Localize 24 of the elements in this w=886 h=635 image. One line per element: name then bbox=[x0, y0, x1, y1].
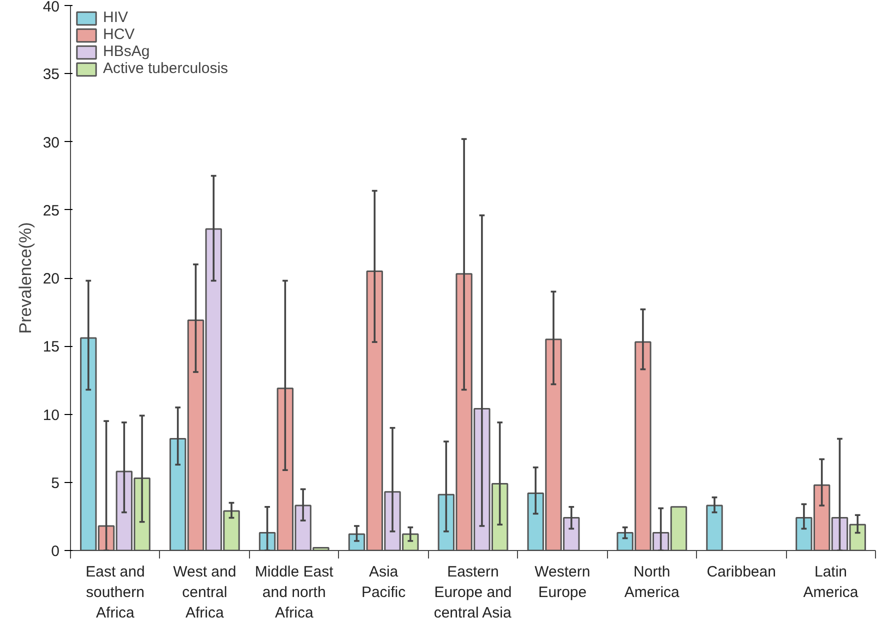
x-tick-label: North America bbox=[624, 564, 680, 601]
legend-label: HCV bbox=[103, 26, 135, 43]
legend-label: Active tuberculosis bbox=[103, 60, 228, 77]
y-axis-title: Prevalence(%) bbox=[16, 222, 35, 334]
y-tick-label: 40 bbox=[42, 0, 60, 16]
x-tick-label: Latin America bbox=[803, 564, 859, 601]
x-tick-label: Eastern Europe and central Asia bbox=[434, 564, 512, 622]
y-tick-label: 10 bbox=[42, 406, 60, 424]
x-tick-label: Middle East and north Africa bbox=[254, 564, 334, 622]
y-tick-label: 35 bbox=[42, 66, 60, 84]
y-tick-label: 30 bbox=[42, 134, 60, 152]
legend-label: HIV bbox=[103, 9, 128, 26]
bar bbox=[706, 504, 723, 550]
x-tick-label: Asia Pacific bbox=[361, 564, 406, 601]
y-tick-label: 20 bbox=[42, 270, 60, 288]
x-tick-label: East and southern Africa bbox=[86, 564, 145, 622]
y-tick-label: 5 bbox=[51, 474, 60, 492]
y-tick-label: 25 bbox=[42, 202, 60, 220]
y-tick-label: 15 bbox=[42, 338, 60, 356]
x-tick-label: Western Europe bbox=[534, 564, 590, 601]
x-tick-label: Caribbean bbox=[706, 564, 776, 580]
x-tick-label: West and central Africa bbox=[173, 564, 236, 622]
y-tick-label: 0 bbox=[51, 543, 60, 560]
legend-label: HBsAg bbox=[103, 43, 150, 60]
